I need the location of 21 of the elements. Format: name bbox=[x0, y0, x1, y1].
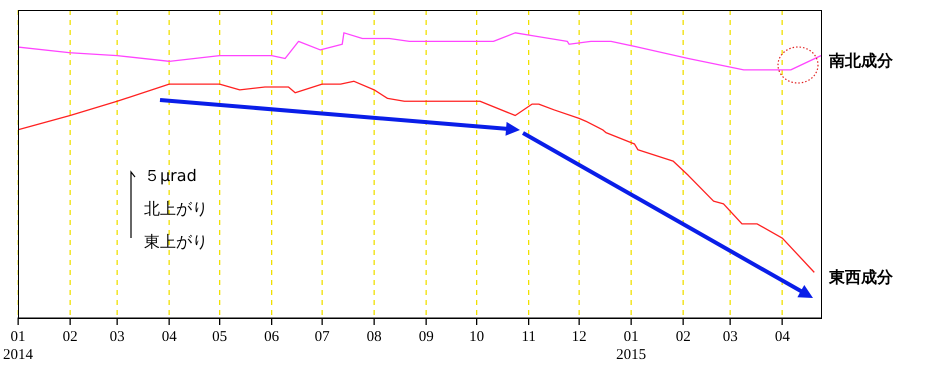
x-tick-label: 01 2014 bbox=[3, 328, 34, 363]
x-tick-label: 02 bbox=[62, 328, 78, 345]
series-label: 東西成分 bbox=[828, 268, 894, 287]
x-tick-label: 10 bbox=[469, 328, 484, 345]
x-tick-label: 02 bbox=[676, 328, 691, 345]
x-tick-label: 12 bbox=[572, 328, 587, 345]
x-tick-label: 06 bbox=[264, 328, 280, 345]
annotation: 北上がり bbox=[144, 199, 208, 220]
x-tick-label: 03 bbox=[110, 328, 125, 345]
x-tick-label: 04 bbox=[774, 328, 790, 345]
x-tick-label: 08 bbox=[366, 328, 382, 345]
x-tick-label: 01 2015 bbox=[616, 328, 646, 363]
x-tick-label: 09 bbox=[418, 328, 434, 345]
annotation: 東上がり bbox=[144, 232, 208, 253]
x-tick-label: 05 bbox=[212, 328, 228, 345]
x-tick-label: 03 bbox=[722, 328, 738, 345]
annotation: ５μrad bbox=[144, 166, 197, 187]
x-tick-label: 07 bbox=[314, 328, 330, 345]
series-label: 南北成分 bbox=[828, 50, 894, 70]
x-tick-label: 11 bbox=[521, 328, 536, 345]
x-tick-label: 04 bbox=[162, 328, 178, 345]
